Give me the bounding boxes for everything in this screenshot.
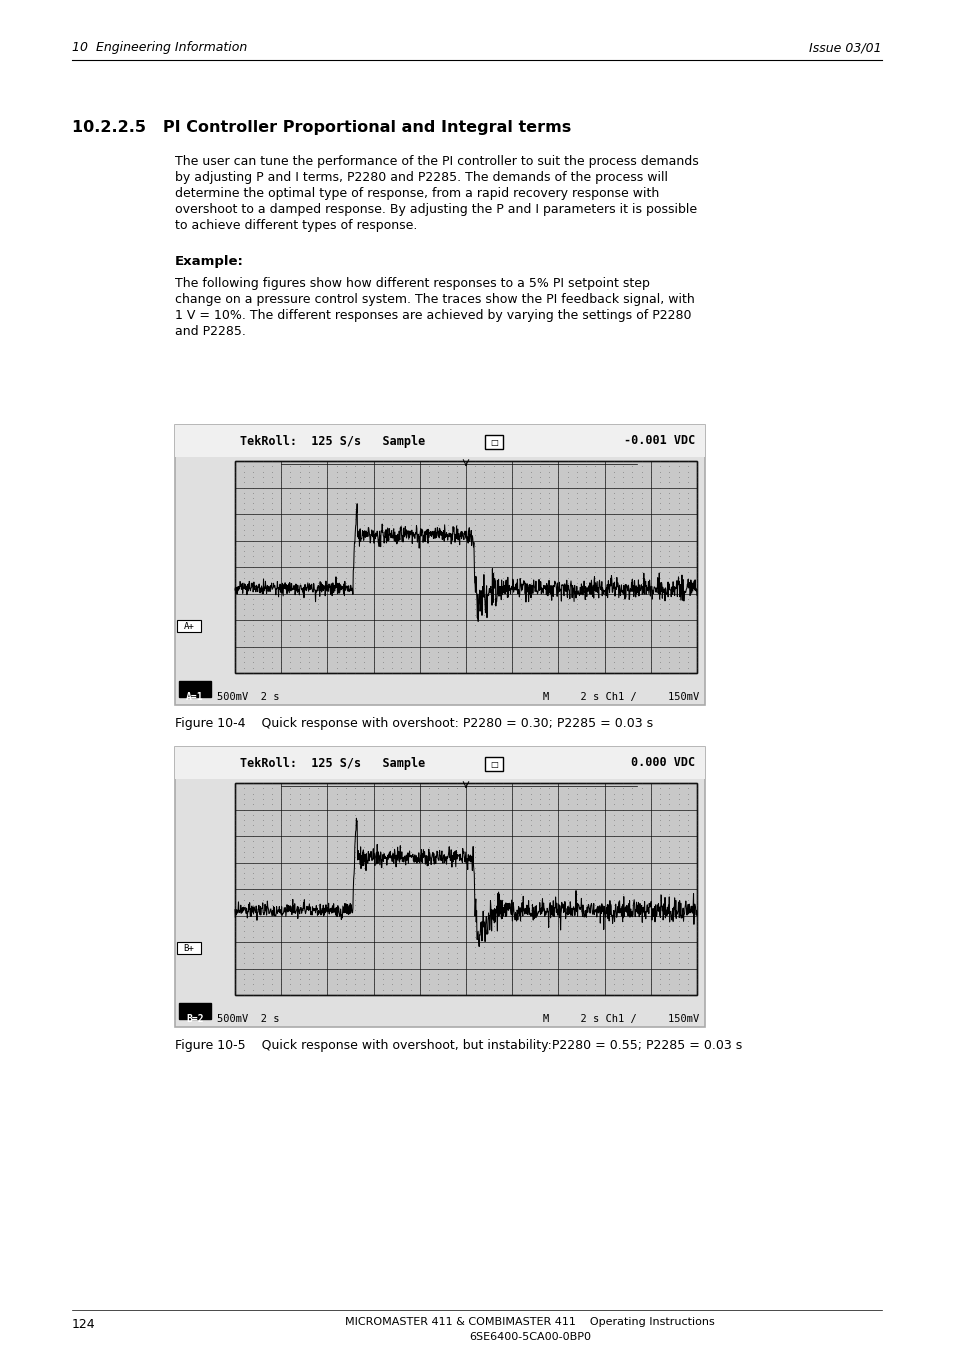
Text: Example:: Example: bbox=[174, 255, 244, 267]
Text: by adjusting P and I terms, P2280 and P2285. The demands of the process will: by adjusting P and I terms, P2280 and P2… bbox=[174, 172, 667, 184]
Text: determine the optimal type of response, from a rapid recovery response with: determine the optimal type of response, … bbox=[174, 186, 659, 200]
Bar bbox=[234, 461, 697, 673]
Bar bbox=[174, 426, 704, 705]
Text: B=2: B=2 bbox=[186, 1015, 204, 1024]
Bar bbox=[177, 620, 201, 632]
Text: Figure 10-4    Quick response with overshoot: P2280 = 0.30; P2285 = 0.03 s: Figure 10-4 Quick response with overshoo… bbox=[174, 717, 653, 730]
Text: The following figures show how different responses to a 5% PI setpoint step: The following figures show how different… bbox=[174, 277, 649, 290]
Text: 0.000 VDC: 0.000 VDC bbox=[630, 757, 695, 770]
Text: MICROMASTER 411 & COMBIMASTER 411    Operating Instructions: MICROMASTER 411 & COMBIMASTER 411 Operat… bbox=[345, 1317, 714, 1327]
Text: Figure 10-5    Quick response with overshoot, but instability:P2280 = 0.55; P228: Figure 10-5 Quick response with overshoo… bbox=[174, 1039, 741, 1052]
Text: B+: B+ bbox=[183, 944, 194, 952]
Text: □: □ bbox=[490, 759, 497, 769]
Bar bbox=[174, 747, 704, 780]
Bar bbox=[484, 757, 502, 771]
Text: and P2285.: and P2285. bbox=[174, 326, 246, 338]
Text: TekRoll:  125 S/s   Sample: TekRoll: 125 S/s Sample bbox=[240, 435, 425, 447]
Text: Issue 03/01: Issue 03/01 bbox=[808, 42, 882, 54]
Text: □: □ bbox=[490, 438, 497, 446]
Text: 500mV  2 s: 500mV 2 s bbox=[216, 1015, 279, 1024]
Text: -0.001 VDC: -0.001 VDC bbox=[623, 435, 695, 447]
Text: 6SE6400-5CA00-0BP0: 6SE6400-5CA00-0BP0 bbox=[469, 1332, 590, 1342]
Bar bbox=[234, 784, 697, 994]
Text: to achieve different types of response.: to achieve different types of response. bbox=[174, 219, 417, 232]
Bar bbox=[179, 1002, 211, 1019]
Bar bbox=[177, 943, 201, 954]
Text: A=1: A=1 bbox=[186, 692, 204, 703]
Text: change on a pressure control system. The traces show the PI feedback signal, wit: change on a pressure control system. The… bbox=[174, 293, 694, 305]
Text: TekRoll:  125 S/s   Sample: TekRoll: 125 S/s Sample bbox=[240, 757, 425, 770]
Text: M     2 s Ch1 /     150mV: M 2 s Ch1 / 150mV bbox=[542, 692, 699, 703]
Text: 10.2.2.5   PI Controller Proportional and Integral terms: 10.2.2.5 PI Controller Proportional and … bbox=[71, 120, 571, 135]
Text: 10  Engineering Information: 10 Engineering Information bbox=[71, 42, 247, 54]
Bar bbox=[174, 747, 704, 1027]
Text: overshoot to a damped response. By adjusting the P and I parameters it is possib: overshoot to a damped response. By adjus… bbox=[174, 203, 697, 216]
Text: A+: A+ bbox=[183, 621, 194, 631]
Text: 124: 124 bbox=[71, 1319, 95, 1332]
Text: The user can tune the performance of the PI controller to suit the process deman: The user can tune the performance of the… bbox=[174, 155, 698, 168]
Bar bbox=[484, 435, 502, 449]
Text: M     2 s Ch1 /     150mV: M 2 s Ch1 / 150mV bbox=[542, 1015, 699, 1024]
Bar bbox=[174, 426, 704, 457]
Bar bbox=[179, 681, 211, 697]
Text: 1 V = 10%. The different responses are achieved by varying the settings of P2280: 1 V = 10%. The different responses are a… bbox=[174, 309, 691, 322]
Text: 500mV  2 s: 500mV 2 s bbox=[216, 692, 279, 703]
